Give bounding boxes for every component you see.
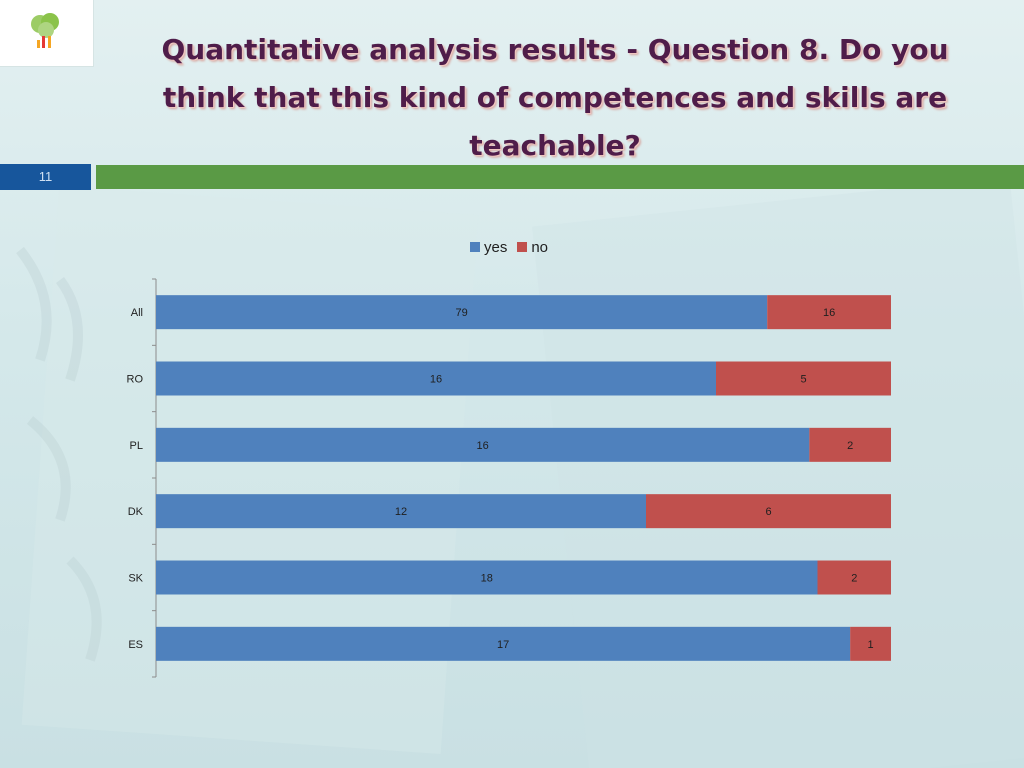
logo-box: [0, 0, 94, 67]
bar-yes-ro: [156, 361, 716, 396]
data-label-yes-pl: 16: [477, 440, 489, 452]
bar-yes-es: [156, 626, 851, 661]
data-label-yes-es: 17: [497, 639, 509, 651]
data-label-no-pl: 2: [847, 440, 853, 452]
data-label-yes-ro: 16: [430, 374, 442, 386]
chart-legend: yes no: [470, 238, 558, 256]
data-label-no-sk: 2: [851, 573, 857, 585]
bar-no-pl: [809, 427, 891, 462]
bar-yes-sk: [156, 560, 818, 595]
bar-no-sk: [817, 560, 891, 595]
category-label-es: ES: [128, 639, 143, 651]
data-label-no-all: 16: [823, 307, 835, 319]
slide-number: 11: [0, 164, 91, 190]
legend-label-yes: yes: [484, 238, 508, 256]
legend-item-yes: yes: [470, 239, 507, 256]
bar-no-all: [767, 295, 891, 330]
bar-no-es: [850, 626, 891, 661]
legend-label-no: no: [531, 238, 549, 256]
slide-number-bar: 11: [0, 164, 1024, 190]
page-title: Quantitative analysis results - Question…: [161, 33, 949, 162]
category-label-ro: RO: [127, 374, 144, 386]
data-label-no-ro: 5: [800, 374, 806, 386]
data-label-yes-all: 79: [455, 307, 467, 319]
category-label-pl: PL: [130, 440, 143, 452]
bar-yes-pl: [156, 427, 810, 462]
legend-swatch-no: [517, 242, 528, 252]
bar-no-ro: [716, 361, 891, 396]
category-label-sk: SK: [128, 573, 143, 585]
data-label-no-dk: 6: [765, 506, 771, 518]
data-label-no-es: 1: [868, 639, 874, 651]
data-label-yes-dk: 12: [395, 506, 407, 518]
data-label-yes-sk: 18: [481, 573, 493, 585]
bar-yes-dk: [156, 494, 646, 529]
category-label-all: All: [131, 307, 143, 319]
category-label-dk: DK: [128, 506, 144, 518]
legend-swatch-yes: [470, 242, 480, 252]
bar-no-dk: [646, 494, 891, 529]
accent-bar: [96, 165, 1024, 189]
tree-logo-icon: [31, 13, 59, 48]
bar-yes-all: [156, 295, 768, 330]
legend-item-no: no: [517, 239, 548, 256]
